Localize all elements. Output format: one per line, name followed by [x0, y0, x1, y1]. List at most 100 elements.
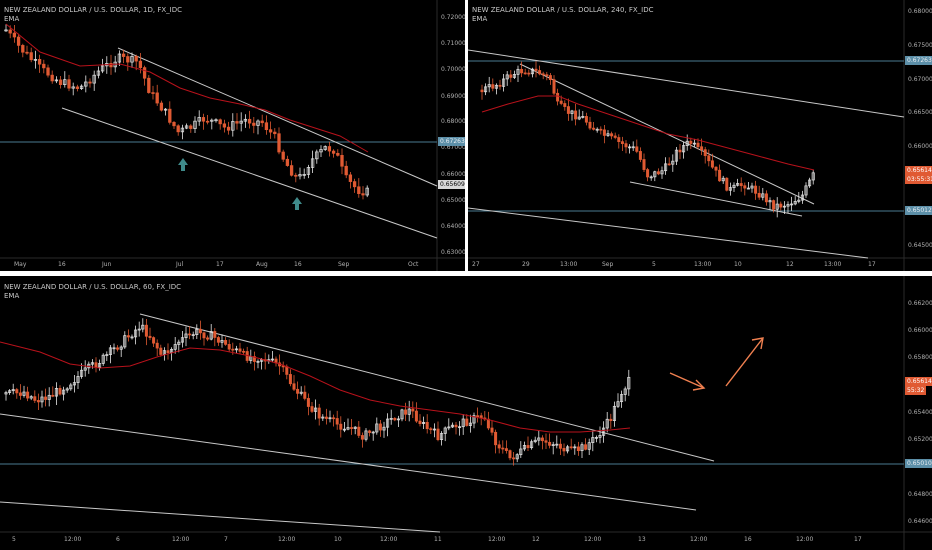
daily-candle: [8, 29, 12, 34]
1h-candle: [429, 428, 433, 431]
1h-candle: [4, 392, 8, 395]
1h-candle: [346, 427, 350, 430]
4h-x-tick: 29: [522, 261, 530, 268]
daily-chart-header: NEW ZEALAND DOLLAR / U.S. DOLLAR, 1D, FX…: [4, 6, 182, 24]
1h-y-tick: 0.65800: [908, 354, 932, 361]
daily-candle: [42, 63, 46, 69]
4h-candle: [484, 86, 488, 93]
1h-candle: [123, 335, 127, 348]
4h-x-tick: 10: [734, 261, 742, 268]
daily-candle: [33, 59, 38, 61]
daily-x-tick: Aug: [256, 261, 268, 268]
daily-candle: [252, 122, 256, 126]
daily-candle: [96, 70, 101, 76]
4h-candle: [602, 129, 606, 136]
1h-y-tick: 0.66000: [908, 327, 932, 334]
1h-candle: [40, 396, 44, 403]
4h-candle: [545, 74, 549, 77]
4h-candle: [570, 110, 574, 114]
1h-candle: [490, 427, 494, 433]
1h-candle: [310, 406, 314, 412]
1h-candle: [72, 382, 76, 386]
4h-candle: [617, 137, 621, 143]
daily-candle: [310, 158, 315, 168]
1h-candle: [94, 362, 98, 368]
1h-candle: [101, 354, 105, 364]
4h-candle: [552, 79, 556, 94]
4h-candle: [584, 116, 588, 123]
daily-x-tick: 16: [58, 261, 66, 268]
4h-candle: [757, 192, 761, 198]
4h-candle: [556, 92, 560, 102]
1h-x-tick: 7: [224, 536, 228, 543]
chart-panel-1h[interactable]: NEW ZEALAND DOLLAR / U.S. DOLLAR, 60, FX…: [0, 276, 932, 550]
daily-candle: [134, 56, 138, 62]
daily-x-tick: May: [14, 261, 27, 268]
1h-candle: [76, 376, 80, 383]
1h-candle: [576, 446, 580, 452]
daily-y-tick: 0.70000: [441, 66, 465, 73]
1h-candle: [126, 335, 130, 338]
4h-candle: [646, 169, 650, 178]
daily-candle: [264, 122, 269, 131]
4h-candle: [574, 110, 578, 120]
4h-candle: [718, 169, 722, 182]
1h-candle: [216, 337, 220, 343]
4h-candle: [613, 135, 617, 138]
1h-candle: [548, 441, 552, 446]
1h-candle: [206, 337, 210, 340]
daily-candle: [184, 125, 189, 129]
1h-candle: [44, 396, 48, 400]
daily-candle: [306, 167, 311, 175]
1h-candle: [65, 388, 69, 391]
1h-chart-header: NEW ZEALAND DOLLAR / U.S. DOLLAR, 60, FX…: [4, 283, 181, 301]
1h-candle: [15, 389, 19, 394]
1h-candle: [357, 426, 361, 436]
1h-candle: [299, 391, 303, 394]
4h-x-tick: 17: [868, 261, 876, 268]
1h-candle: [285, 366, 289, 375]
daily-candle: [205, 120, 210, 123]
1h-trend-bottom: [0, 501, 441, 533]
1h-candle: [90, 362, 94, 365]
arrow-up-right-icon: [751, 337, 764, 350]
daily-ema-label: EMA: [4, 15, 20, 23]
4h-candle: [764, 193, 768, 203]
daily-level-tag: 0.67263: [438, 137, 465, 146]
daily-x-tick: Jun: [102, 261, 112, 268]
1h-y-tick: 0.66200: [908, 300, 932, 307]
chart-panel-4h[interactable]: NEW ZEALAND DOLLAR / U.S. DOLLAR, 240, F…: [468, 0, 932, 271]
daily-candle: [121, 53, 126, 57]
daily-candle: [155, 92, 159, 104]
4h-level-tag-upper: 0.67263: [905, 56, 932, 65]
daily-y-tick: 0.65000: [441, 197, 465, 204]
daily-candle: [130, 56, 134, 63]
4h-candle: [671, 160, 675, 165]
1h-candle: [562, 447, 566, 452]
4h-candle: [797, 199, 801, 202]
1h-candle: [584, 444, 588, 450]
daily-candle: [21, 45, 25, 53]
4h-candle: [559, 100, 563, 104]
1h-candle: [533, 439, 537, 443]
1h-candle: [407, 408, 411, 415]
daily-x-tick: Oct: [408, 261, 419, 268]
1h-candle: [393, 417, 397, 421]
daily-candle: [50, 74, 54, 82]
1h-candle: [220, 340, 224, 343]
daily-candle: [231, 121, 235, 131]
4h-candle: [746, 187, 750, 190]
chart-panel-daily[interactable]: NEW ZEALAND DOLLAR / U.S. DOLLAR, 1D, FX…: [0, 0, 465, 271]
4h-candle: [664, 163, 668, 172]
up-arrow-icon: [292, 197, 302, 210]
4h-candle: [710, 160, 714, 168]
4h-candle: [682, 145, 686, 153]
1h-candle: [188, 333, 192, 336]
1h-candle: [112, 347, 116, 350]
1h-candle: [396, 418, 400, 421]
daily-candle: [79, 85, 84, 89]
1h-x-tick: 5: [12, 536, 16, 543]
1h-candle: [598, 434, 602, 438]
1h-candle: [292, 383, 296, 390]
4h-candle: [491, 84, 495, 89]
